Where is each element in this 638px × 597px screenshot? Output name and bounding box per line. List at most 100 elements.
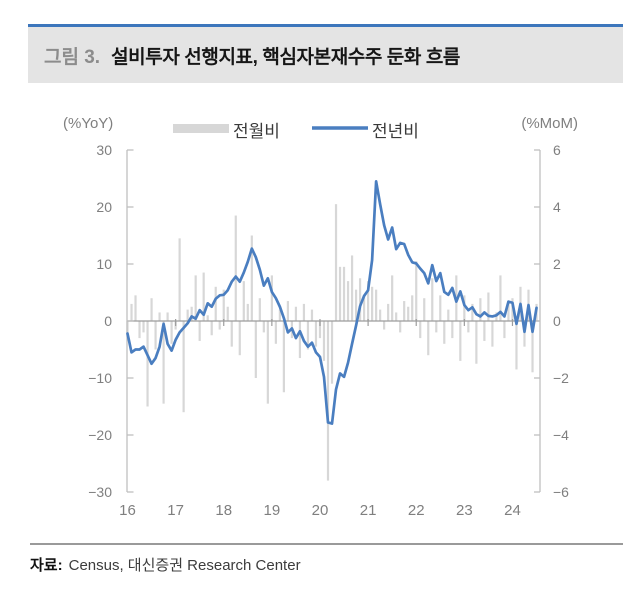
- legend-bar-label: 전월비: [233, 122, 280, 141]
- source-prefix: 자료:: [30, 557, 63, 574]
- mom-bar: [415, 261, 418, 321]
- axes-group: [126, 149, 541, 493]
- mom-bar: [250, 235, 253, 321]
- left-axis-tick-label: 10: [96, 256, 112, 272]
- mom-bar: [262, 321, 265, 333]
- mom-bar: [342, 266, 346, 321]
- mom-bar: [286, 301, 289, 321]
- left-axis-tick-label: 20: [96, 199, 112, 215]
- mom-bar: [479, 298, 482, 321]
- mom-bar: [435, 321, 438, 333]
- mom-bar: [162, 321, 165, 404]
- mom-bar: [230, 321, 233, 347]
- right-axis-tick-label: 2: [553, 256, 561, 272]
- legend-bar-swatch: [173, 124, 229, 133]
- mom-bar: [503, 321, 506, 339]
- mom-bar: [483, 321, 486, 341]
- mom-bar: [226, 306, 229, 321]
- mom-bar: [210, 321, 213, 336]
- mom-bar: [507, 301, 510, 321]
- mom-bar: [186, 309, 189, 321]
- mom-bar: [431, 278, 434, 321]
- mom-bar: [214, 286, 217, 321]
- mom-bar: [278, 309, 281, 321]
- legend-group: 전월비 전년비: [173, 122, 419, 141]
- mom-bar: [463, 295, 466, 321]
- mom-bar: [487, 292, 490, 321]
- mom-bar: [451, 321, 454, 339]
- mom-bar: [531, 321, 534, 373]
- mom-bar: [411, 295, 414, 321]
- mom-bar: [130, 303, 133, 321]
- left-axis-tick-label: −10: [88, 370, 112, 386]
- x-axis-tick-label: 19: [264, 502, 281, 519]
- mom-bar: [439, 295, 442, 321]
- right-axis-tick-label: −6: [553, 484, 569, 500]
- left-axis-tick-label: 0: [104, 313, 112, 329]
- mom-bar: [150, 298, 153, 321]
- mom-bar: [383, 321, 386, 330]
- right-axis-tick-label: 6: [553, 142, 561, 158]
- mom-bar: [419, 321, 422, 339]
- mom-bar: [142, 321, 145, 333]
- yoy-line: [126, 180, 538, 425]
- mom-bar: [459, 321, 462, 361]
- mom-bar: [314, 321, 318, 347]
- x-axis-tick-label: 23: [456, 502, 473, 519]
- x-axis-tick-label: 20: [312, 502, 329, 519]
- mom-bar: [146, 321, 149, 407]
- right-axis-tick-label: −2: [553, 370, 569, 386]
- mom-bar: [198, 321, 201, 341]
- right-axis-tick-label: 4: [553, 199, 561, 215]
- mom-bar: [282, 321, 285, 393]
- source-text: Census, 대신증권 Research Center: [68, 557, 301, 574]
- mom-bar: [254, 321, 257, 378]
- mom-bar: [375, 289, 378, 321]
- left-axis-tick-label: 30: [96, 142, 112, 158]
- mom-bar: [222, 289, 225, 321]
- mom-bar: [154, 321, 157, 350]
- x-axis-tick-label: 16: [119, 502, 136, 519]
- left-axis-tick-label: −30: [88, 484, 112, 500]
- figure-title-band: 그림 3. 설비투자 선행지표, 핵심자본재수주 둔화 흐름: [28, 24, 623, 83]
- mom-bar: [310, 309, 314, 321]
- mom-bar: [358, 278, 362, 321]
- mom-bar: [447, 309, 450, 321]
- mom-bar: [391, 275, 394, 321]
- mom-bar: [134, 295, 137, 321]
- mom-bar: [467, 321, 470, 333]
- x-axis-tick-label: 24: [504, 502, 521, 519]
- mom-bar: [495, 312, 498, 321]
- mom-bar: [166, 312, 169, 321]
- mom-bar: [182, 321, 185, 413]
- mom-bar: [318, 321, 322, 339]
- mom-bar: [138, 321, 141, 339]
- mom-bar: [379, 309, 382, 321]
- x-axis-tick-label: 18: [215, 502, 232, 519]
- mom-bar: [407, 306, 410, 321]
- mom-bar: [523, 321, 526, 347]
- mom-bar: [306, 321, 310, 350]
- source-note: 자료: Census, 대신증권 Research Center: [30, 543, 623, 575]
- mom-bar: [234, 215, 237, 321]
- mom-bar: [471, 303, 474, 321]
- mom-bar: [334, 204, 338, 321]
- right-axis-tick-label: 0: [553, 313, 561, 329]
- mom-bar: [242, 281, 245, 321]
- mom-bar: [238, 321, 241, 356]
- mom-bar: [194, 275, 197, 321]
- x-axis-tick-label: 21: [360, 502, 377, 519]
- mom-bar: [218, 321, 221, 330]
- mom-bar: [274, 321, 277, 344]
- mom-bar: [158, 312, 161, 321]
- mom-bar: [423, 298, 426, 321]
- figure-number: 그림 3.: [44, 46, 101, 68]
- mom-bar: [491, 321, 494, 347]
- mom-bar: [395, 312, 398, 321]
- left-axis-unit-label: (%YoY): [63, 115, 113, 132]
- mom-bar: [258, 298, 261, 321]
- mom-bar: [427, 321, 430, 356]
- mom-bar: [362, 295, 366, 321]
